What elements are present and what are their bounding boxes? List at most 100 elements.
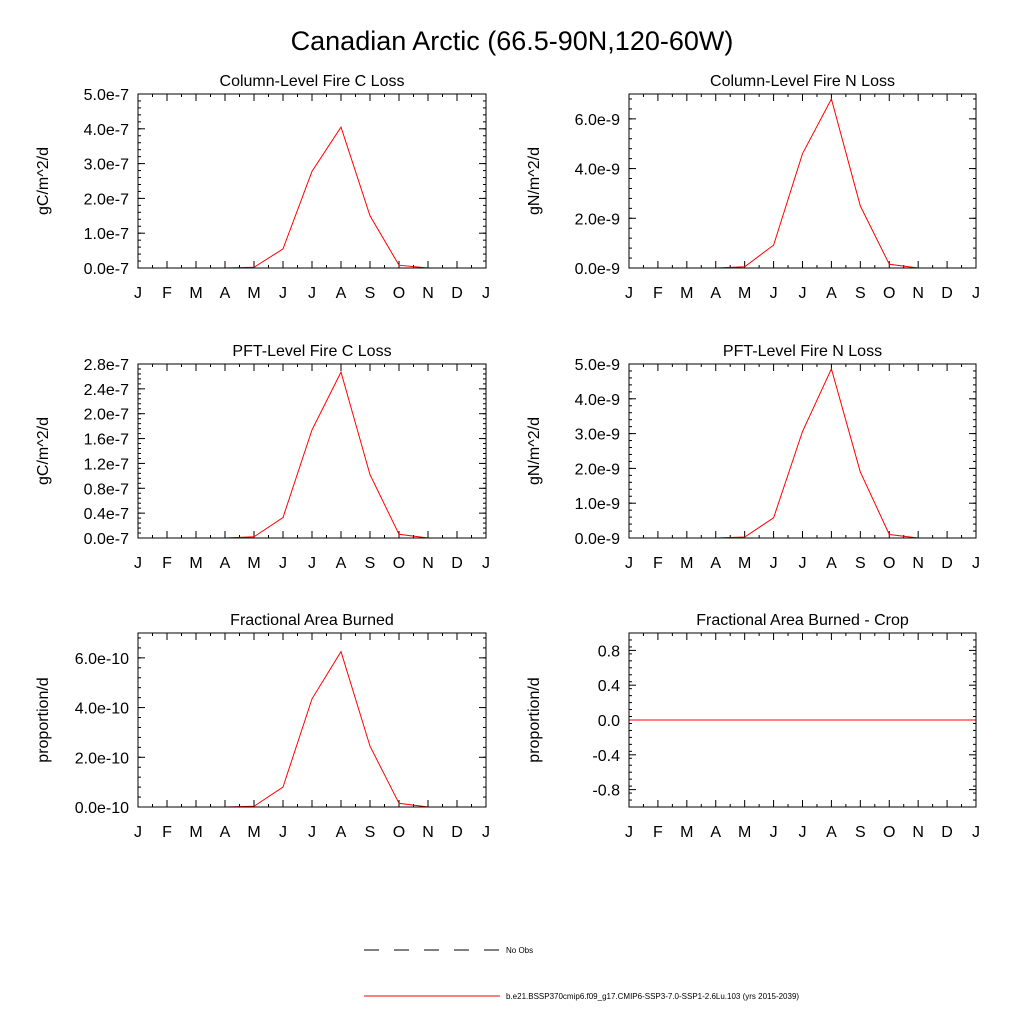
x-tick-label: J (625, 555, 633, 572)
x-tick-label: J (308, 285, 316, 302)
series-line-1 (138, 650, 486, 808)
y-axis-label: gC/m^2/d (35, 147, 52, 215)
x-tick-label: M (189, 555, 202, 572)
y-axis-label: gN/m^2/d (526, 417, 543, 485)
x-tick-label: A (710, 285, 721, 302)
y-tick-label: 2.4e-7 (84, 382, 129, 399)
x-tick-label: S (365, 285, 376, 302)
y-axis-label: proportion/d (35, 677, 52, 762)
x-tick-label: M (247, 555, 260, 572)
x-tick-label: S (855, 285, 866, 302)
x-tick-label: N (422, 285, 434, 302)
x-tick-label: J (279, 285, 287, 302)
y-tick-label: 2.0e-9 (575, 461, 620, 478)
x-tick-label: N (422, 555, 434, 572)
x-tick-label: D (451, 824, 463, 841)
y-tick-label: 6.0e-9 (575, 112, 620, 129)
y-tick-label: 0.0e-7 (84, 531, 129, 548)
x-tick-label: D (941, 824, 953, 841)
y-tick-label: 1.0e-7 (84, 226, 129, 243)
x-tick-label: F (162, 824, 172, 841)
plot-frame (628, 93, 977, 269)
x-tick-label: S (365, 824, 376, 841)
y-tick-label: 0.4e-7 (84, 506, 129, 523)
x-tick-label: S (365, 555, 376, 572)
figure-title: Canadian Arctic (66.5-90N,120-60W) (291, 26, 734, 56)
x-tick-label: J (770, 824, 778, 841)
y-tick-label: 2.0e-7 (84, 407, 129, 424)
plot-frame (137, 93, 487, 269)
x-tick-label: M (247, 824, 260, 841)
x-tick-label: A (826, 555, 837, 572)
series-line-1 (138, 125, 486, 269)
y-tick-label: 3.0e-7 (84, 157, 129, 174)
x-tick-label: J (770, 285, 778, 302)
x-tick-label: N (912, 824, 924, 841)
x-tick-label: S (855, 555, 866, 572)
plot-frame (628, 632, 977, 808)
x-tick-label: J (134, 824, 142, 841)
y-axis-label: gC/m^2/d (35, 417, 52, 485)
x-tick-label: M (189, 824, 202, 841)
y-tick-label: 5.0e-9 (575, 357, 620, 374)
x-tick-label: M (247, 285, 260, 302)
y-tick-label: 2.0e-7 (84, 191, 129, 208)
x-tick-label: A (336, 555, 347, 572)
x-tick-label: J (770, 555, 778, 572)
series-line-1 (629, 97, 976, 269)
x-tick-label: J (972, 555, 980, 572)
x-tick-label: O (883, 824, 895, 841)
x-tick-label: J (799, 824, 807, 841)
y-tick-label: 0.4 (598, 678, 620, 695)
x-tick-label: A (826, 285, 837, 302)
x-tick-label: O (393, 285, 405, 302)
x-tick-label: M (680, 555, 693, 572)
x-tick-label: M (680, 285, 693, 302)
y-tick-label: 0.8 (598, 643, 620, 660)
x-tick-label: S (855, 824, 866, 841)
y-tick-label: 0.0e-9 (575, 261, 620, 278)
y-tick-label: 0.0e-7 (84, 261, 129, 278)
x-tick-label: A (710, 555, 721, 572)
y-tick-label: 0.0e-10 (75, 800, 129, 817)
y-axis-label: gN/m^2/d (526, 147, 543, 215)
x-tick-label: J (799, 555, 807, 572)
plot-frame (137, 632, 487, 808)
y-tick-label: -0.4 (592, 748, 620, 765)
y-tick-label: 1.2e-7 (84, 456, 129, 473)
y-tick-label: 2.0e-10 (75, 750, 129, 767)
x-tick-label: M (738, 824, 751, 841)
x-tick-label: O (393, 555, 405, 572)
x-tick-label: F (653, 555, 663, 572)
series-line-1 (629, 367, 976, 539)
y-tick-label: 0.0 (598, 713, 620, 730)
chart-title: Fractional Area Burned (230, 612, 394, 629)
x-tick-label: J (972, 824, 980, 841)
y-tick-label: 1.6e-7 (84, 432, 129, 449)
y-tick-label: 4.0e-9 (575, 162, 620, 179)
y-tick-label: 2.0e-9 (575, 211, 620, 228)
plot-frame (628, 363, 977, 539)
x-tick-label: M (189, 285, 202, 302)
x-tick-label: J (972, 285, 980, 302)
x-tick-label: N (912, 555, 924, 572)
y-tick-label: 4.0e-10 (75, 701, 129, 718)
y-tick-label: 4.0e-7 (84, 122, 129, 139)
x-tick-label: D (941, 555, 953, 572)
x-tick-label: O (883, 285, 895, 302)
chart-panel-6: Fractional Area Burned - Crop proportion/… (526, 612, 980, 841)
x-tick-label: J (134, 555, 142, 572)
x-tick-label: O (883, 555, 895, 572)
x-tick-label: F (653, 824, 663, 841)
chart-title: Column-Level Fire N Loss (710, 73, 895, 90)
x-tick-label: M (680, 824, 693, 841)
x-tick-label: J (482, 555, 490, 572)
x-tick-label: J (625, 285, 633, 302)
x-tick-label: A (710, 824, 721, 841)
x-tick-label: A (220, 285, 231, 302)
